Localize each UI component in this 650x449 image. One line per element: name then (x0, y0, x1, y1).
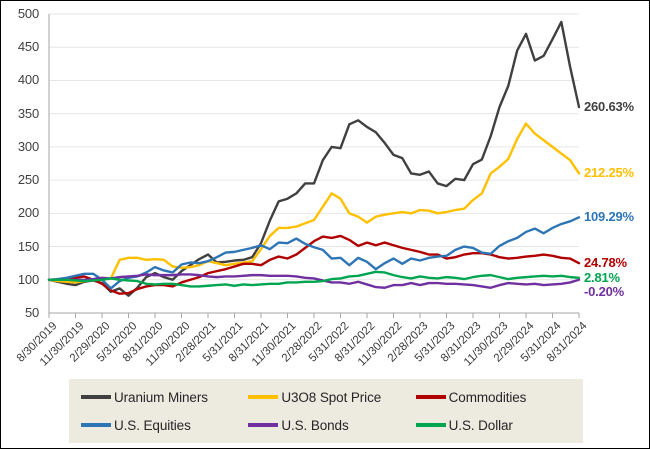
legend-item-label: U.S. Dollar (448, 417, 513, 433)
legend-item-label: U.S. Bonds (281, 417, 349, 433)
legend-item[interactable]: U.S. Dollar (415, 417, 583, 433)
legend-item-label: U.S. Equities (114, 417, 191, 433)
x-axis-ticks (48, 313, 580, 318)
legend-item-label: Commodities (448, 389, 527, 405)
legend-item[interactable]: Uranium Miners (81, 390, 248, 405)
gridlines (49, 13, 579, 314)
legend-color-swatch-icon (248, 395, 279, 399)
legend-color-swatch-icon (415, 395, 446, 399)
y-axis-tick-label: 500 (17, 6, 39, 21)
y-axis-tick-label: 100 (17, 271, 39, 287)
series-end-label: 212.25% (584, 165, 634, 181)
legend-item[interactable]: U.S. Equities (81, 418, 248, 433)
legend-color-swatch-icon (81, 423, 111, 427)
y-axis-tick-label: 250 (17, 172, 39, 188)
legend-color-swatch-icon (81, 395, 111, 399)
y-axis-tick-label: 200 (17, 205, 39, 221)
legend-color-swatch-icon (415, 423, 446, 427)
series-end-label: 24.78% (584, 255, 627, 271)
data-series-group (47, 20, 581, 297)
y-axis-tick-label: 400 (17, 72, 39, 88)
series-line-uranium-miners (47, 20, 581, 297)
legend-color-swatch-icon (248, 423, 279, 427)
y-axis-tick-label: 50 (24, 305, 39, 320)
legend-item[interactable]: U3O8 Spot Price (248, 390, 415, 405)
series-end-label: 260.63% (584, 99, 634, 115)
series-end-label: 109.29% (584, 209, 634, 225)
series-end-label: -0.20% (584, 283, 624, 299)
y-axis-tick-label: 150 (17, 238, 39, 254)
legend-item[interactable]: U.S. Bonds (248, 418, 415, 433)
legend-item-label: Uranium Miners (114, 389, 208, 405)
axis-lines (48, 14, 579, 314)
series-end-label: 2.81% (584, 269, 620, 285)
series-line-u3o8-spot-price (47, 122, 581, 284)
series-line-u-s-dollar (47, 270, 581, 288)
series-line-u-s-bonds (47, 273, 581, 289)
y-axis-tick-label: 450 (17, 39, 39, 55)
y-axis-tick-label: 300 (17, 138, 39, 154)
legend-item[interactable]: Commodities (415, 389, 583, 405)
y-axis-tick-label: 350 (17, 105, 39, 121)
legend-item-label: U3O8 Spot Price (281, 389, 382, 405)
chart-legend: Uranium Miners U3O8 Spot Price Commodities… (69, 379, 583, 443)
